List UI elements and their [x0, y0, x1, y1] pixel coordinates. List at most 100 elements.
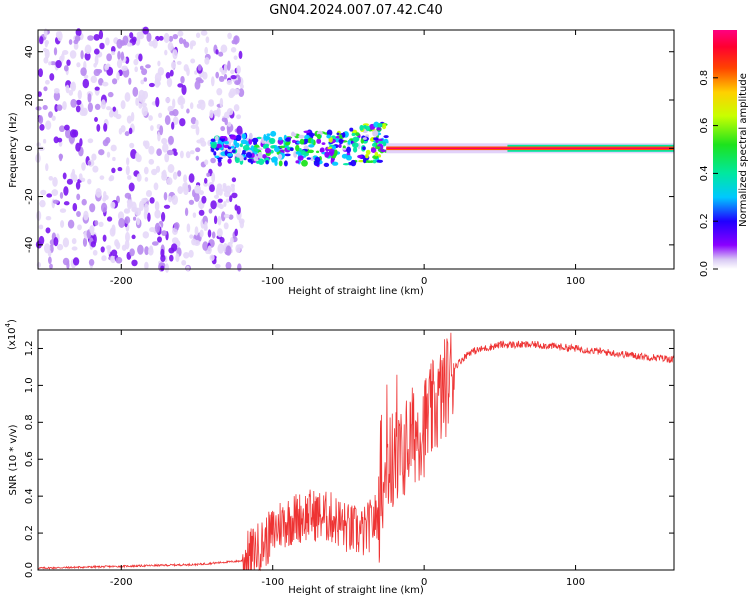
spectrogram-blob [179, 150, 184, 159]
spectrogram-blob [63, 124, 70, 131]
spectrogram-blob [90, 241, 96, 248]
spectrogram-blob [110, 249, 118, 257]
spectrogram-blob [162, 142, 169, 153]
spectrogram-blob [124, 216, 131, 224]
spectrogram-blob [39, 124, 45, 131]
spectrogram-blob [172, 171, 178, 180]
spectrogram-blob [161, 137, 168, 145]
spectrogram-blob [331, 145, 337, 150]
spectrogram-blob [291, 131, 295, 137]
spectrogram-blob [189, 234, 194, 239]
colorbar-tick-label: 0.0 [699, 261, 710, 277]
spectrogram-blob [218, 204, 224, 210]
spectrogram-blob [372, 130, 379, 137]
spectrogram-blob [75, 28, 82, 37]
spectrogram-blob [149, 197, 155, 204]
spectrogram-blob [167, 42, 174, 51]
spectrogram-blob [81, 162, 86, 171]
spectrogram-blob [319, 147, 325, 153]
colorbar-ticks: 0.0 0.2 0.4 0.6 0.8 [699, 70, 718, 277]
spectrogram-blob [201, 195, 207, 204]
spectrogram-blob [362, 137, 367, 140]
spectrogram-blob [63, 201, 70, 206]
spectrogram-blob [223, 201, 227, 207]
spectrogram-blob [303, 145, 309, 150]
spectrogram-blob [183, 174, 188, 183]
spectrogram-blob [102, 196, 107, 202]
spectrogram-blob [146, 32, 152, 42]
spectrogram-blob [163, 204, 171, 209]
spectrogram-blob [129, 32, 134, 39]
spectrogram-blob [370, 147, 377, 154]
spectrogram-blob [164, 49, 168, 56]
spectrogram-blob [131, 36, 137, 43]
spectrogram-blob [115, 113, 122, 120]
spectrogram-blob [253, 155, 259, 162]
spectrogram-blob [157, 131, 161, 142]
spectrogram-blob [190, 124, 197, 129]
spectrogram-frame [37, 29, 675, 270]
spectrogram-blob [315, 150, 320, 154]
spectrogram-blob [158, 112, 163, 118]
colorbar-tick-label: 0.8 [699, 70, 710, 86]
spectrogram-blob [128, 77, 132, 85]
spectrogram-blob [36, 261, 42, 268]
spectrogram-blob [124, 239, 130, 250]
spectrogram-blob [192, 212, 197, 218]
spectrogram-blob [59, 208, 67, 213]
spectrogram-blob [75, 105, 81, 113]
spectrogram-blob [52, 199, 59, 204]
spectrogram-blob [100, 99, 106, 110]
spectrogram-blob [190, 58, 196, 64]
spectrogram-blob [231, 177, 237, 183]
spectrogram-blob [96, 69, 103, 74]
colorbar-tick-label: 0.4 [699, 165, 710, 181]
spectrogram-blob [263, 135, 271, 140]
spectrogram-blob [128, 182, 135, 192]
spectrogram-blob [46, 193, 53, 198]
spectrogram-blob [186, 67, 190, 77]
spectrogram-blob [226, 152, 233, 157]
spectrogram-blob [160, 254, 166, 262]
spectrogram-blob [215, 71, 220, 79]
spectrogram-blob [133, 58, 139, 66]
spectrogram-blob [342, 148, 347, 151]
spectrogram-blob [45, 79, 50, 85]
spectrogram-blob [87, 138, 94, 144]
spectrogram-blob [212, 109, 219, 117]
spectrogram-blob [39, 199, 46, 208]
spectrogram-blob [208, 208, 213, 214]
x-tick-label: 0 [421, 276, 427, 287]
spectrogram-blob [107, 91, 114, 98]
spectrogram-blob [234, 204, 238, 211]
spectrogram-blob [303, 138, 309, 143]
spectrogram-blob [217, 215, 222, 226]
spectrogram-blob [213, 215, 218, 225]
spectrogram-blob [182, 182, 188, 191]
spectrogram-blob [200, 140, 207, 147]
spectrogram-blob [198, 209, 205, 216]
spectrogram-blob [210, 76, 215, 87]
x-tick-label: -100 [261, 577, 284, 588]
spectrogram-blob [105, 106, 112, 111]
spectrogram-blob [234, 156, 240, 164]
spectrogram-blob [217, 198, 223, 203]
spectrogram-blob [197, 99, 205, 105]
spectrogram-blob [342, 162, 350, 166]
colorbar-tick-label: 0.6 [699, 118, 710, 134]
y-tick-label: 1.2 [24, 341, 35, 357]
spectrogram-blob [43, 243, 51, 254]
spectrogram-blob [161, 230, 167, 236]
spectrogram-blob [132, 86, 139, 97]
spectrogram-blob [240, 139, 248, 145]
spectrogram-blob [163, 32, 170, 44]
spectrogram-blob [169, 110, 175, 116]
spectrogram-blob [111, 51, 116, 56]
spectrogram-blob [98, 30, 104, 40]
spectrogram-blob [124, 92, 131, 102]
spectrogram-line-peak [386, 147, 674, 149]
spectrogram-blob [265, 160, 269, 165]
spectrogram-blob [326, 134, 331, 139]
